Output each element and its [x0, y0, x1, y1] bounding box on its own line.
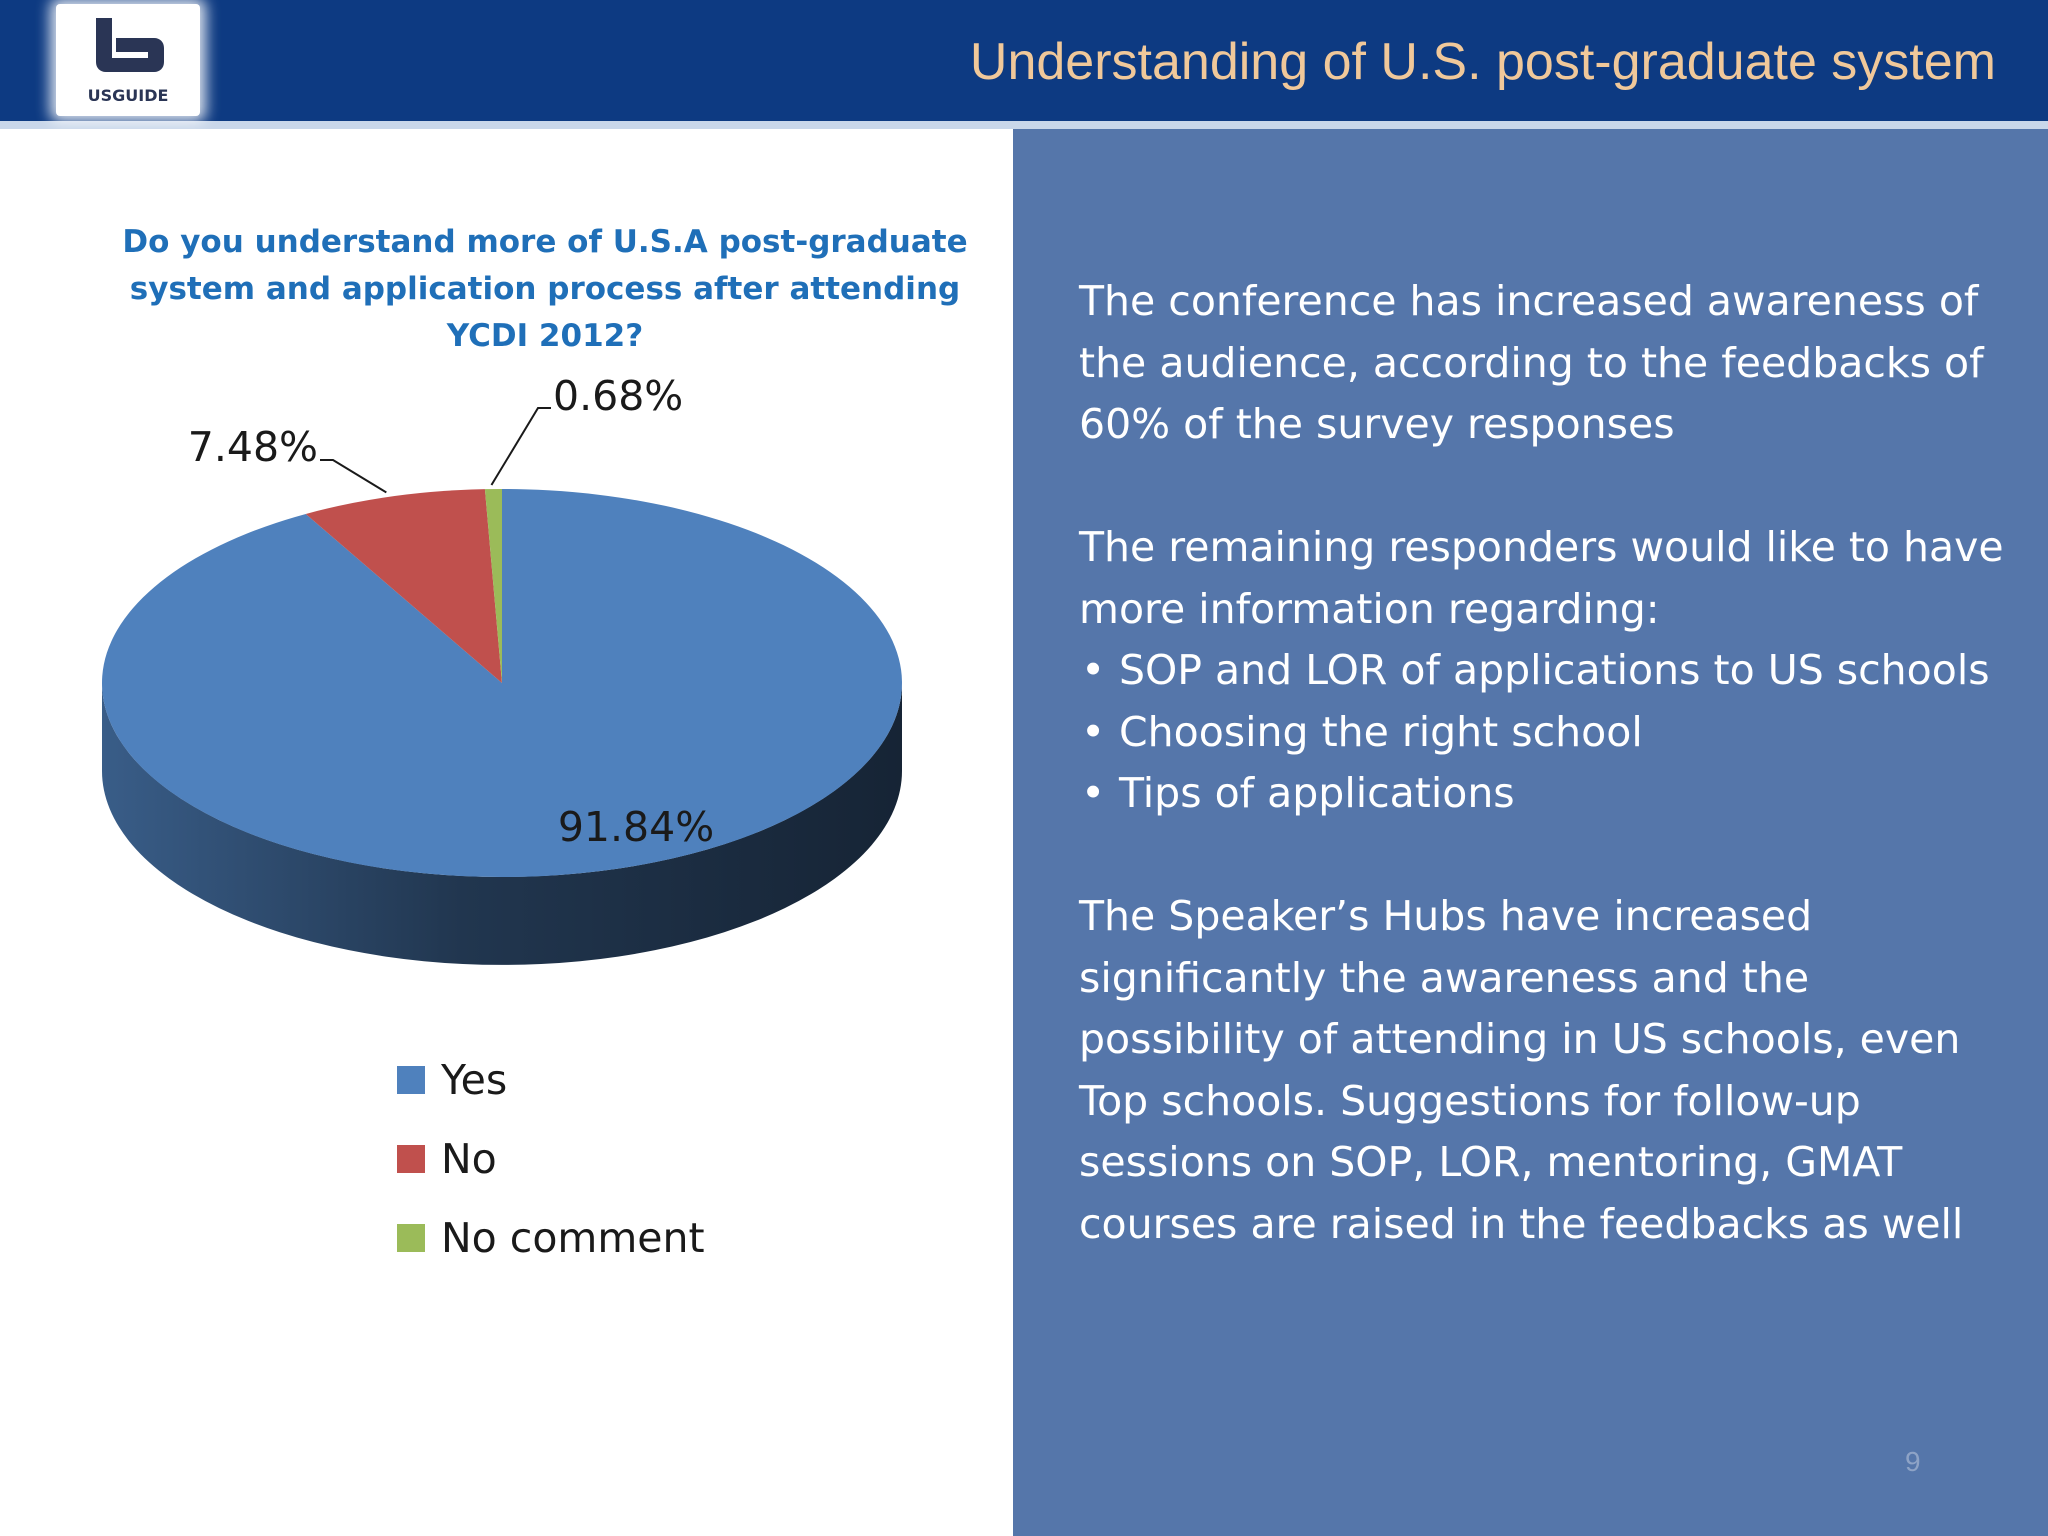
leader-line-no [320, 459, 387, 494]
logo-text: USGUIDE [87, 86, 169, 105]
summary-panel: The conference has increased awareness o… [1013, 129, 2048, 1536]
summary-paragraph-remaining: The remaining responders would like to h… [1079, 523, 2004, 633]
data-label-yes: 91.84% [558, 803, 714, 851]
info-request-list: • SOP and LOR of applications to US schoo… [1079, 640, 2009, 825]
legend-swatch-no-comment [397, 1224, 425, 1252]
summary-paragraph-awareness: The conference has increased awareness o… [1079, 277, 1984, 448]
header-divider [0, 121, 2048, 129]
page-number: 9 [1905, 1446, 1921, 1477]
list-item: • SOP and LOR of applications to US schoo… [1081, 646, 1990, 694]
legend-label-yes: Yes [441, 1056, 508, 1104]
chart-title: Do you understand more of U.S.A post-gra… [122, 224, 968, 354]
legend-label-no-comment: No comment [441, 1214, 705, 1262]
legend-swatch-yes [397, 1066, 425, 1094]
header-bar [0, 0, 2048, 121]
legend-swatch-no [397, 1145, 425, 1173]
logo-mark-icon [82, 18, 164, 72]
legend-label-no: No [441, 1135, 497, 1183]
list-item: • Tips of applications [1081, 769, 1515, 817]
summary-paragraph-speakers-hubs: The Speaker’s Hubs have increased signif… [1079, 892, 1964, 1248]
data-label-no-comment: 0.68% [553, 372, 683, 420]
pie-chart: 91.84% 7.48% 0.68% [101, 372, 903, 965]
leader-line-no-comment [490, 407, 551, 486]
summary-text: The conference has increased awareness o… [1079, 271, 2009, 1255]
pie-slice-no [305, 489, 502, 683]
usguide-logo: USGUIDE [56, 4, 200, 116]
list-item: • Choosing the right school [1081, 707, 1643, 756]
page-title: Understanding of U.S. post-graduate syst… [969, 33, 1996, 91]
pie-slice-no-comment [484, 489, 502, 683]
data-label-no: 7.48% [188, 423, 318, 471]
pie-side-wall [102, 683, 902, 965]
